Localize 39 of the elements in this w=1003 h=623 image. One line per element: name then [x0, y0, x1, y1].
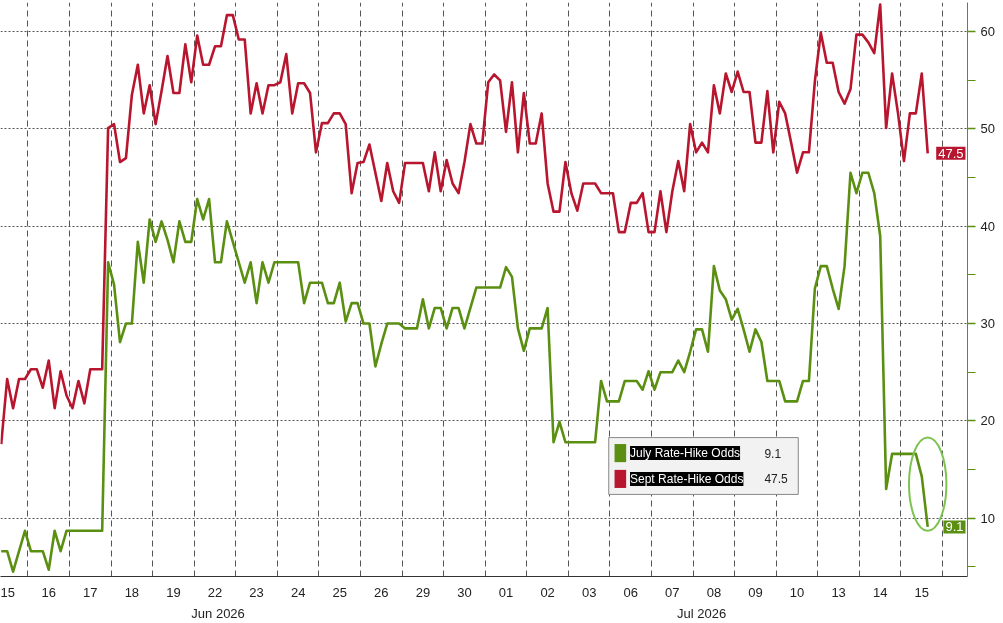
annotation: 9.1 [764, 446, 782, 461]
x-tick-label: 24 [290, 584, 306, 600]
text: 9.1 [945, 519, 964, 535]
x-tick-label: 15 [0, 584, 15, 600]
x-tick-label: 02 [540, 584, 555, 600]
x-tick-label: 17 [83, 584, 98, 600]
text: 47.5 [764, 472, 788, 487]
line-series [0, 171, 930, 573]
text: Jul 2026 [677, 605, 727, 621]
legend-label: July Rate-Hike Odds [630, 446, 741, 461]
x-tick-label: 18 [124, 584, 140, 600]
x-tick-label: 07 [665, 584, 680, 600]
annotation: 47.5 [938, 145, 964, 161]
x-tick-label: 22 [207, 584, 223, 600]
x-tick-label: 08 [706, 584, 722, 600]
x-tick-label: 23 [249, 584, 264, 600]
x-tick-label: 13 [831, 584, 846, 600]
x-tick-label: 09 [748, 584, 763, 600]
y-tick-label: 20 [980, 413, 995, 429]
y-tick-label: 50 [980, 121, 995, 137]
x-tick-label: 26 [374, 584, 389, 600]
x-tick-label: 14 [872, 584, 888, 600]
x-tick-label: 01 [498, 584, 514, 600]
x-tick-label: 29 [415, 584, 431, 600]
x-tick-label: 19 [166, 584, 181, 600]
x-tick-label: 06 [623, 584, 638, 600]
x-tick-label: 25 [332, 584, 347, 600]
legend-label: Sept Rate-Hike Odds [630, 471, 744, 486]
line-series [0, 3, 930, 446]
x-tick-label: 15 [914, 584, 930, 600]
y-tick-label: 40 [980, 218, 995, 234]
x-tick-label: 03 [581, 584, 597, 600]
y-tick-label: 60 [980, 24, 995, 40]
y-tick-label: 10 [980, 510, 995, 526]
x-tick-label: 16 [41, 584, 56, 600]
x-tick-label: 30 [457, 584, 472, 600]
x-tick-label: 10 [789, 584, 805, 600]
y-tick-label: 30 [980, 316, 995, 332]
text: Jun 2026 [191, 605, 245, 621]
